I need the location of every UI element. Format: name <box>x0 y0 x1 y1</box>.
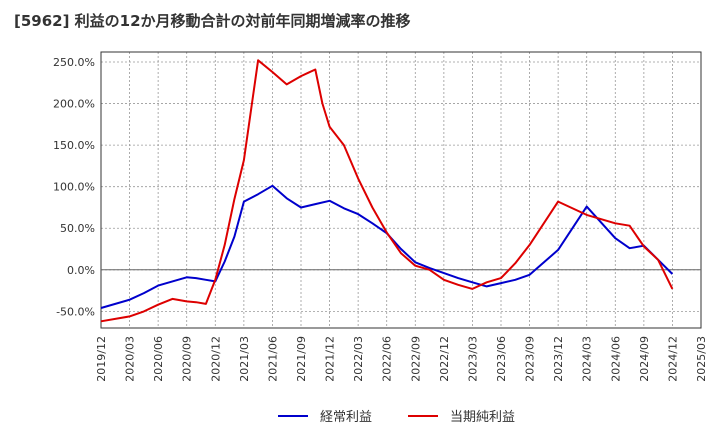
legend: 経常利益 当期純利益 <box>278 410 515 425</box>
grid-lines <box>100 52 702 328</box>
x-tick-label: 2025/03 <box>695 336 708 382</box>
x-tick-label: 2023/03 <box>466 336 479 382</box>
x-tick-label: 2024/06 <box>609 336 622 382</box>
plot-area-frame <box>100 51 702 329</box>
x-tick-label: 2020/09 <box>181 336 194 382</box>
x-tick-label: 2023/06 <box>495 336 508 382</box>
x-tick-label: 2021/03 <box>238 336 251 382</box>
y-axis-tick-labels: -50.0% 0.0% 50.0% 100.0% 150.0% 200.0% 250.0% <box>53 56 95 318</box>
x-tick-label: 2022/12 <box>438 336 451 382</box>
x-tick-label: 2022/03 <box>352 336 365 382</box>
y-tick-label: 200.0% <box>53 98 95 111</box>
x-tick-label: 2024/03 <box>581 336 594 382</box>
x-tick-label: 2021/09 <box>295 336 308 382</box>
legend-label-1: 経常利益 <box>320 410 372 425</box>
series-lines <box>100 59 674 323</box>
y-tick-label: -50.0% <box>56 305 95 318</box>
x-tick-label: 2022/06 <box>381 336 394 382</box>
x-tick-label: 2024/09 <box>638 336 651 382</box>
y-tick-label: 100.0% <box>53 181 95 194</box>
chart-title: [5962] 利益の12か月移動合計の対前年同期増減率の推移 <box>14 12 411 30</box>
x-tick-label: 2020/03 <box>124 336 137 382</box>
x-tick-label: 2019/12 <box>95 336 108 382</box>
legend-label-2: 当期純利益 <box>450 410 515 425</box>
series-line-1 <box>100 184 674 309</box>
x-tick-label: 2020/12 <box>209 336 222 382</box>
y-tick-label: 50.0% <box>60 222 95 235</box>
y-tick-label: 150.0% <box>53 139 95 152</box>
x-tick-label: 2021/12 <box>324 336 337 382</box>
x-tick-label: 2021/06 <box>266 336 279 382</box>
y-tick-label: 250.0% <box>53 56 95 69</box>
x-axis-tick-labels: 2019/12 2020/03 2020/06 2020/09 2020/12 2021/… <box>95 336 708 382</box>
series-line-2 <box>100 59 674 323</box>
y-tick-label: 0.0% <box>67 264 95 277</box>
x-tick-label: 2023/09 <box>524 336 537 382</box>
x-tick-label: 2023/12 <box>552 336 565 382</box>
x-tick-label: 2024/12 <box>666 336 679 382</box>
x-tick-label: 2020/06 <box>152 336 165 382</box>
x-tick-label: 2022/09 <box>409 336 422 382</box>
